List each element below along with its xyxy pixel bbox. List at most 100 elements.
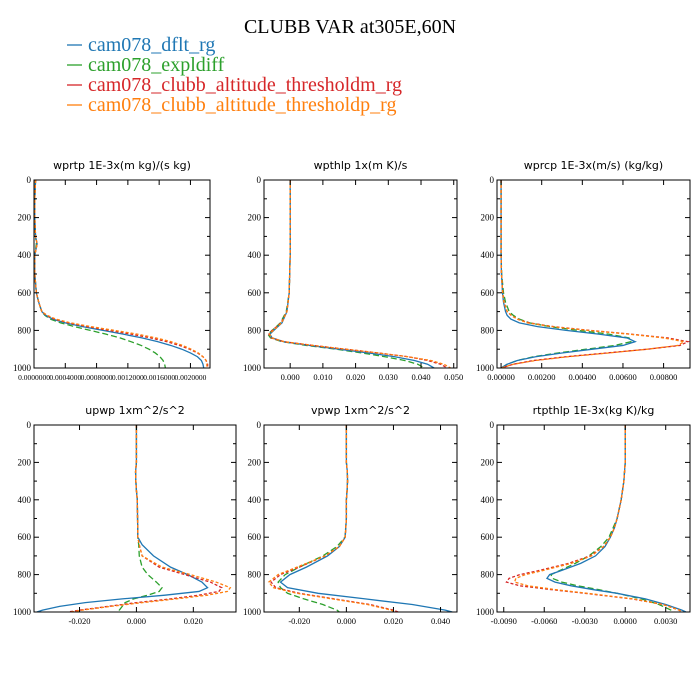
series-line-cam078_clubb_altitude_thresholdp_rg: [34, 180, 208, 368]
series-line-cam078_clubb_altitude_thresholdp_rg: [70, 425, 232, 612]
y-tick-label: 400: [481, 495, 495, 505]
series-line-cam078_expldiff: [34, 180, 167, 368]
panel-title: wpthlp 1x(m K)/s: [314, 159, 408, 172]
series-line-cam078_expldiff: [500, 180, 633, 368]
series-line-cam078_dflt_rg: [500, 180, 637, 368]
series-line-cam078_expldiff: [550, 425, 675, 612]
panel-title: rtpthlp 1E-3x(kg K)/kg: [533, 404, 655, 417]
series-line-cam078_clubb_altitude_thresholdm_rg: [500, 180, 690, 368]
legend-entry: cam078_dflt_rg: [67, 34, 215, 56]
y-tick-label: 0: [490, 175, 495, 185]
y-tick-label: 1000: [243, 607, 262, 617]
panel: wprcp 1E-3x(m/s) (kg/kg) 0 200 400 600 800 100…: [476, 159, 691, 382]
y-tick-label: 1000: [476, 363, 495, 373]
y-tick-label: 600: [18, 288, 32, 298]
x-tick-label: -0.020: [288, 616, 310, 626]
panel-title: upwp 1xm^2/s^2: [85, 404, 185, 417]
y-tick-label: 200: [18, 213, 32, 223]
y-tick-label: 800: [18, 570, 32, 580]
plot-frame: [33, 424, 237, 613]
y-tick-label: 400: [481, 250, 495, 260]
x-tick-label: 0.0020000: [175, 373, 207, 382]
x-tick-label: 0.020: [346, 372, 365, 382]
y-tick-label: 1000: [13, 607, 32, 617]
series-lines: [36, 425, 232, 612]
series-line-cam078_clubb_altitude_thresholdm_rg: [68, 425, 223, 612]
figure-title: CLUBB VAR at305E,60N: [244, 16, 456, 38]
legend-label: cam078_clubb_altitude_thresholdm_rg: [88, 74, 402, 96]
series-line-cam078_clubb_altitude_thresholdm_rg: [270, 425, 399, 612]
panel-grid: wprtp 1E-3x(m kg)/(s kg) 0 200 400 600 800 100…: [13, 159, 691, 626]
y-tick-label: 400: [18, 250, 32, 260]
series-line-cam078_expldiff: [118, 425, 163, 612]
series-line-cam078_dflt_rg: [36, 425, 209, 612]
x-tick-label: 0.00000: [487, 372, 515, 382]
plot-frame: [263, 424, 458, 613]
y-tick-label: 0: [27, 175, 32, 185]
x-tick-label: 0.0016000: [143, 373, 175, 382]
y-tick-label: 0: [490, 420, 495, 430]
plot-frame: [33, 179, 211, 369]
plot-frame: [496, 179, 691, 369]
x-tick-label: 0.020: [184, 616, 203, 626]
series-line-cam078_dflt_rg: [269, 180, 435, 368]
x-tick-label: 0.0030: [654, 616, 677, 626]
legend: cam078_dflt_rgcam078_expldiffcam078_club…: [67, 34, 402, 116]
legend-entry: cam078_clubb_altitude_thresholdp_rg: [67, 94, 396, 116]
panel-title: wprcp 1E-3x(m/s) (kg/kg): [524, 159, 663, 172]
x-tick-label: 0.0004000: [49, 373, 81, 382]
y-tick-label: 0: [257, 420, 262, 430]
series-line-cam078_clubb_altitude_thresholdp_rg: [267, 425, 397, 612]
y-tick-label: 400: [248, 495, 262, 505]
x-tick-label: -0.0090: [491, 616, 517, 626]
y-tick-label: 800: [18, 325, 32, 335]
y-tick-label: 400: [18, 495, 32, 505]
legend-label: cam078_dflt_rg: [88, 34, 215, 56]
x-tick-label: 0.040: [411, 372, 430, 382]
y-tick-label: 800: [248, 325, 262, 335]
legend-entry: cam078_expldiff: [67, 54, 225, 76]
y-tick-label: 200: [248, 457, 262, 467]
x-tick-label: 0.00200: [528, 372, 556, 382]
legend-label: cam078_clubb_altitude_thresholdp_rg: [88, 94, 396, 116]
x-tick-label: 0.000: [281, 372, 300, 382]
x-tick-label: 0.00600: [609, 372, 637, 382]
x-tick-label: 0.030: [379, 372, 398, 382]
y-tick-label: 200: [248, 213, 262, 223]
panel-title: vpwp 1xm^2/s^2: [311, 404, 410, 417]
series-lines: [267, 425, 453, 612]
series-line-cam078_clubb_altitude_thresholdm_rg: [268, 180, 448, 368]
panel: vpwp 1xm^2/s^2 0 200 400 600 800 1000 -0.020 0.0…: [243, 404, 458, 626]
x-tick-label: 0.0008000: [81, 373, 113, 382]
series-line-cam078_expldiff: [267, 180, 425, 368]
x-tick-label: -0.0060: [531, 616, 557, 626]
y-tick-label: 1000: [476, 607, 495, 617]
series-line-cam078_dflt_rg: [34, 180, 205, 368]
series-line-cam078_dflt_rg: [545, 425, 687, 612]
x-tick-label: 0.040: [431, 616, 450, 626]
x-tick-label: 0.000: [337, 616, 356, 626]
series-line-cam078_clubb_altitude_thresholdm_rg: [34, 180, 209, 368]
legend-label: cam078_expldiff: [88, 54, 225, 76]
x-tick-label: 0.020: [384, 616, 403, 626]
x-tick-label: 0.000: [127, 616, 146, 626]
y-tick-label: 600: [248, 288, 262, 298]
x-tick-label: 0.0000: [614, 616, 637, 626]
y-tick-label: 200: [481, 213, 495, 223]
panel: wpthlp 1x(m K)/s 0 200 400 600 800 1000 0.000 0.…: [243, 159, 463, 382]
y-tick-label: 800: [248, 570, 262, 580]
series-line-cam078_clubb_altitude_thresholdp_rg: [513, 425, 683, 612]
y-tick-label: 0: [257, 175, 262, 185]
y-tick-label: 400: [248, 250, 262, 260]
x-tick-label: 0.00400: [569, 372, 597, 382]
series-lines: [34, 180, 209, 368]
y-tick-label: 600: [481, 532, 495, 542]
y-tick-label: 1000: [243, 363, 262, 373]
panel-title: wprtp 1E-3x(m kg)/(s kg): [53, 159, 191, 172]
panel: upwp 1xm^2/s^2 0 200 400 600 800 1000 -0.020 0.0…: [13, 404, 237, 626]
series-lines: [500, 180, 690, 368]
y-tick-label: 600: [481, 288, 495, 298]
y-tick-label: 600: [248, 532, 262, 542]
x-tick-label: 0.010: [313, 372, 332, 382]
